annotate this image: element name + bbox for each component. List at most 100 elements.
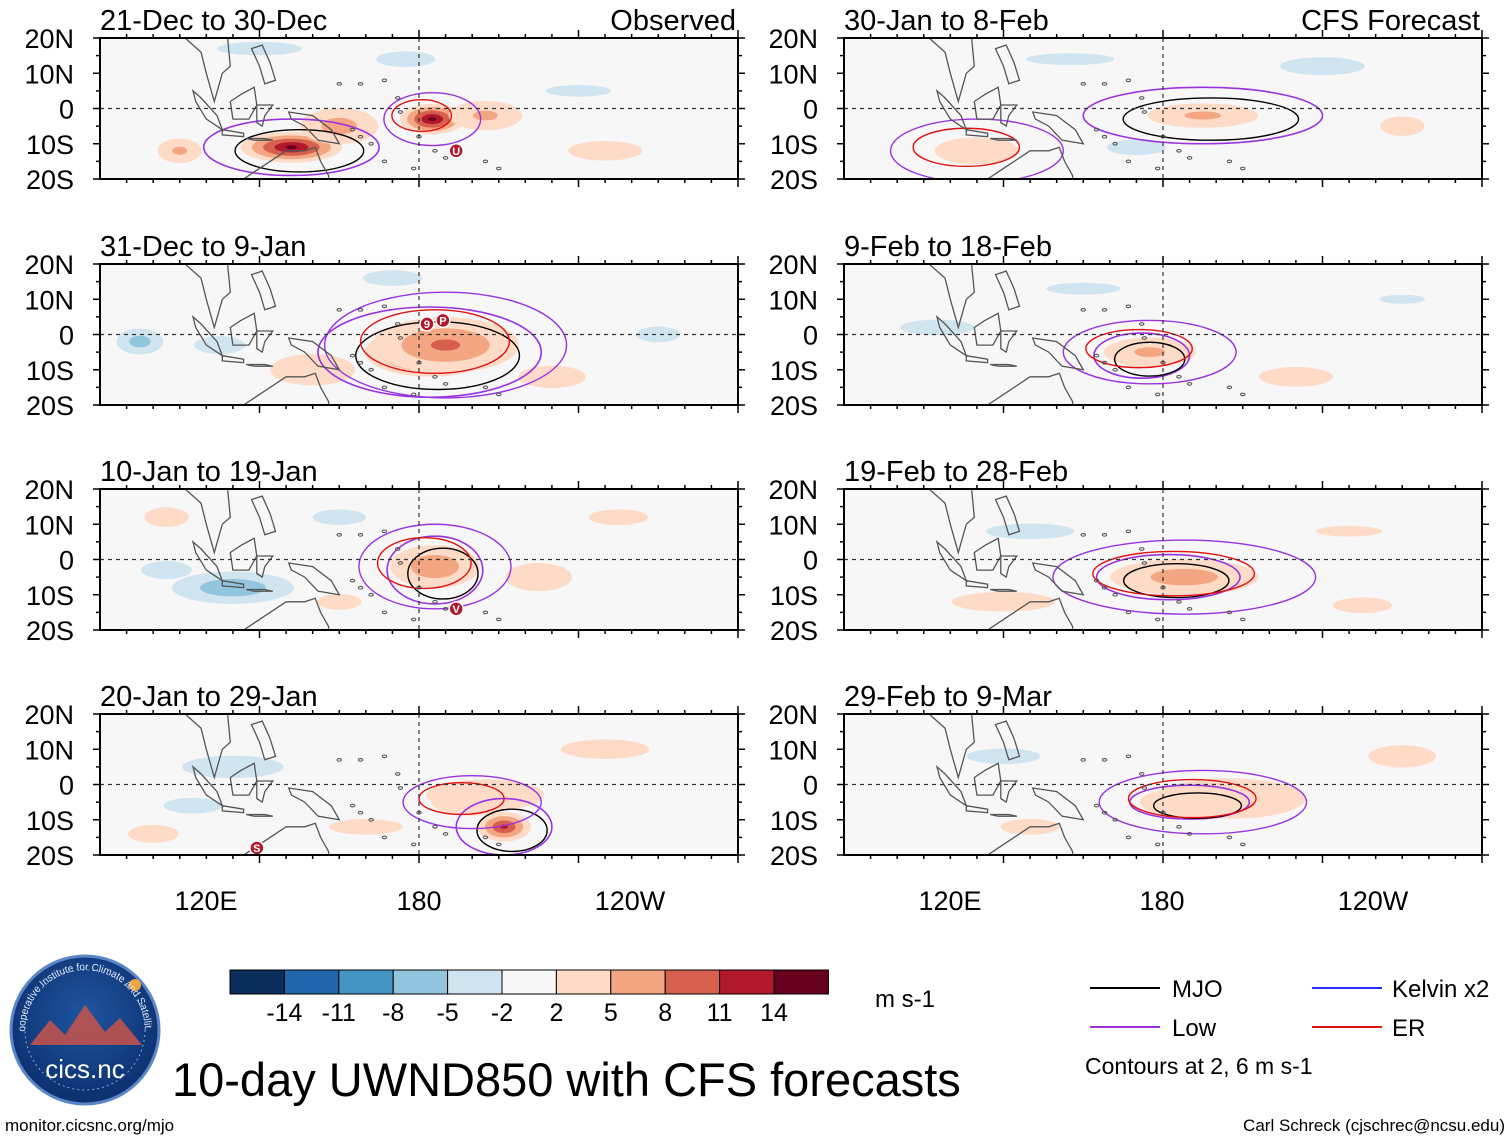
island — [1112, 592, 1118, 597]
island — [381, 754, 388, 759]
island — [1125, 159, 1132, 164]
storm-marker: 9 — [419, 316, 435, 332]
coastline — [990, 588, 1017, 592]
storm-label: V — [453, 604, 461, 616]
mjo-contour — [1122, 563, 1230, 599]
coastline — [986, 372, 1074, 405]
shaded-anomaly — [636, 326, 681, 343]
shaded-anomaly — [900, 319, 974, 336]
island — [1141, 561, 1148, 565]
y-tick-label: 20S — [770, 165, 818, 195]
island — [410, 392, 417, 397]
island — [1138, 772, 1145, 776]
shaded-anomaly — [285, 145, 298, 150]
legend-label-low: Low — [1172, 1015, 1217, 1042]
shaded-anomaly — [1258, 367, 1333, 387]
island — [394, 772, 401, 776]
map-panel: 20N 10N 0 10S 20S 9-Feb to 18-Feb — [768, 231, 1489, 421]
island — [1093, 578, 1100, 583]
colorbar-tick-label: -14 — [266, 999, 302, 1027]
island — [1125, 304, 1132, 309]
panel-grid: U 20N 10N 0 10S 20S 21-Dec to 30-Dec Observed 20… — [24, 5, 1489, 871]
island — [442, 381, 449, 386]
coastline — [990, 363, 1017, 367]
island — [1093, 127, 1100, 132]
coastline — [1000, 555, 1019, 579]
coastline — [242, 146, 330, 179]
island — [1080, 81, 1087, 86]
island — [357, 810, 364, 815]
coastline — [1031, 337, 1085, 371]
coastline — [246, 588, 273, 592]
colorbar-tick-label: 2 — [549, 999, 563, 1027]
shaded-anomaly — [270, 354, 355, 386]
coastline — [965, 579, 989, 589]
coastline — [994, 44, 1021, 85]
mjo-contour — [1122, 97, 1300, 141]
colorbar-swatch — [392, 969, 449, 995]
island — [1080, 757, 1087, 762]
island — [1226, 385, 1233, 390]
colorbar-swatch — [447, 969, 503, 995]
shaded-anomaly — [129, 335, 151, 348]
island — [1125, 754, 1132, 759]
storm-marker: S — [249, 840, 265, 856]
island — [1186, 606, 1193, 611]
coastline — [221, 804, 245, 814]
island — [442, 155, 449, 160]
y-tick-label: 10S — [770, 806, 818, 836]
shaded-anomaly — [428, 117, 437, 122]
coastline — [287, 787, 341, 821]
coastline — [1000, 104, 1019, 128]
colorbar-tick-label: -2 — [491, 999, 513, 1027]
coastline — [986, 146, 1074, 179]
coastline — [1000, 330, 1019, 354]
island — [397, 561, 404, 565]
low-contour — [402, 774, 542, 830]
island — [1101, 360, 1108, 365]
shaded-anomaly — [1315, 526, 1383, 537]
coastline — [994, 270, 1021, 311]
footer-url: monitor.cicsnc.org/mjo — [5, 1116, 174, 1135]
colorbar-swatch — [610, 969, 666, 995]
island — [336, 307, 343, 312]
er-contour — [1127, 778, 1257, 819]
island — [381, 529, 388, 534]
coastline — [184, 489, 231, 555]
y-tick-label: 20N — [24, 250, 74, 280]
er-contour — [418, 782, 505, 816]
anomaly-field — [141, 489, 648, 630]
island — [381, 610, 388, 615]
island — [394, 322, 401, 326]
shaded-anomaly — [568, 141, 643, 161]
y-tick-label: 10S — [26, 806, 74, 836]
island — [1226, 835, 1233, 840]
island — [1239, 842, 1246, 847]
island — [357, 585, 364, 590]
shaded-anomaly — [985, 523, 1075, 540]
island — [1226, 610, 1233, 615]
map-panel: U 20N 10N 0 10S 20S 21-Dec to 30-Dec Observed — [24, 5, 745, 195]
shaded-anomaly — [1106, 139, 1166, 156]
colorbar-swatch — [719, 969, 775, 995]
storm-label: U — [452, 146, 460, 158]
coastline — [250, 495, 277, 536]
storm-marker: U — [448, 143, 464, 159]
colorbar-swatch — [338, 969, 394, 995]
y-tick-label: 20N — [24, 24, 74, 54]
island — [432, 599, 438, 604]
island — [1125, 385, 1132, 390]
island — [349, 127, 356, 132]
y-tick-label: 10N — [24, 510, 74, 540]
x-tick-label: 120W — [595, 886, 666, 916]
coastline — [221, 128, 245, 138]
colorbar-swatch — [229, 969, 285, 995]
island — [381, 78, 388, 83]
coastline — [256, 330, 275, 354]
coastline — [990, 813, 1017, 817]
coastline — [986, 822, 1074, 855]
shaded-anomaly — [966, 748, 1041, 765]
shaded-anomaly — [376, 51, 436, 67]
colorbar-tick-label: 5 — [604, 999, 618, 1027]
